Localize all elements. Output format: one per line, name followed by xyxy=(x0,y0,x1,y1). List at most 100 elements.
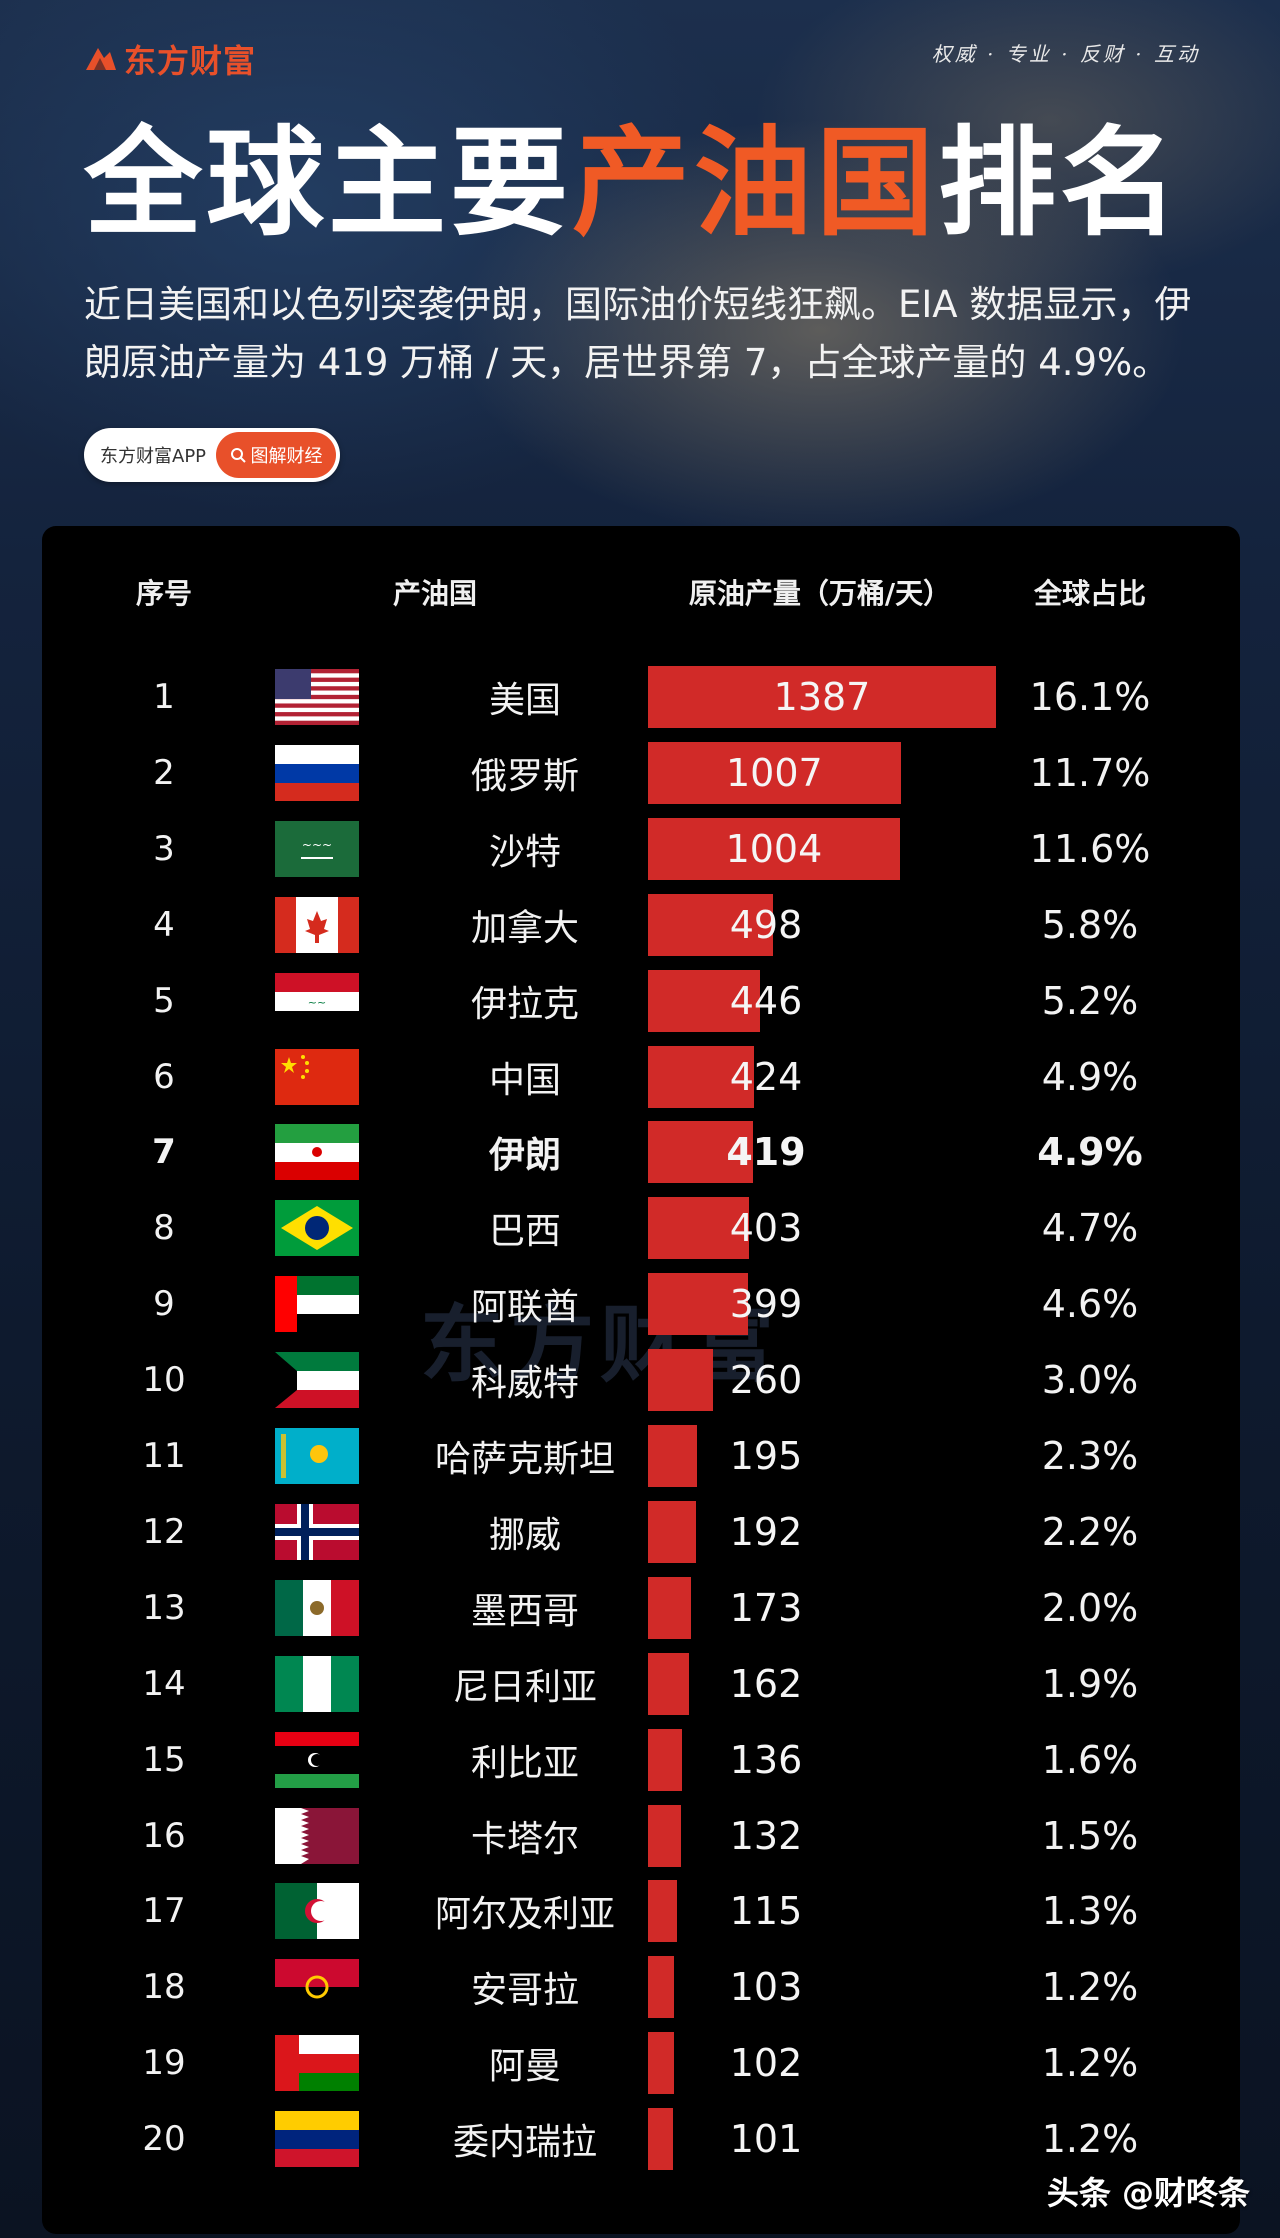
share-label: 1.2% xyxy=(1041,2117,1139,2162)
rank-label: 16 xyxy=(142,1815,186,1856)
russia-flag-icon xyxy=(275,744,359,801)
output-bar xyxy=(648,1804,682,1867)
page-title: 全球主要产油国排名 xyxy=(84,118,1182,248)
rank-label: 20 xyxy=(142,2119,186,2160)
pill-category-button[interactable]: 图解财经 xyxy=(216,432,336,478)
mexico-flag-icon xyxy=(275,1579,359,1636)
output-bar xyxy=(648,1121,754,1184)
page-subtitle: 近日美国和以色列突袭伊朗，国际油价短线狂飙。EIA 数据显示，伊朗原油产量为 4… xyxy=(84,283,1192,384)
country-label: 中国 xyxy=(488,1059,561,1101)
venezuela-flag-icon xyxy=(275,2111,359,2168)
angola-flag-icon xyxy=(275,1959,359,2016)
title-highlight: 产油国 xyxy=(572,114,939,252)
share-label: 11.7% xyxy=(1029,750,1151,795)
output-bar xyxy=(648,2108,674,2171)
output-value: 102 xyxy=(729,2041,803,2086)
country-label: 加拿大 xyxy=(470,907,579,949)
output-bar xyxy=(648,1880,677,1943)
output-bar xyxy=(648,969,760,1032)
output-bar xyxy=(648,1045,755,1108)
brazil-flag-icon xyxy=(275,1200,359,1257)
share-label: 4.6% xyxy=(1041,1282,1139,1327)
share-label: 1.5% xyxy=(1041,1813,1139,1858)
header-output: 原油产量（万桶/天） xyxy=(688,577,952,610)
country-label: 伊朗 xyxy=(488,1135,561,1177)
saudi-flag-icon: ~~~ xyxy=(275,820,359,877)
country-label: 美国 xyxy=(488,680,561,721)
canada-flag-icon xyxy=(275,896,359,953)
share-label: 16.1% xyxy=(1029,675,1151,719)
output-bar xyxy=(648,1956,674,2019)
libya-flag-icon xyxy=(275,1731,359,1788)
output-value: 1004 xyxy=(725,826,823,871)
share-label: 2.2% xyxy=(1041,1509,1139,1554)
output-value: 136 xyxy=(729,1737,803,1782)
output-bar xyxy=(648,1349,714,1412)
table-row: 19 阿曼 102 1.2% xyxy=(0,2028,1280,2098)
rank-label: 17 xyxy=(142,1891,186,1932)
output-value: 260 xyxy=(729,1358,803,1403)
country-label: 沙特 xyxy=(488,831,561,873)
output-value: 424 xyxy=(729,1054,803,1099)
share-label: 5.8% xyxy=(1041,902,1139,947)
share-label: 2.3% xyxy=(1041,1434,1139,1478)
country-label: 科威特 xyxy=(470,1363,579,1405)
ranking-panel xyxy=(42,526,1240,2234)
country-label: 尼日利亚 xyxy=(452,1666,597,1708)
rank-label: 14 xyxy=(142,1663,186,1704)
search-icon xyxy=(230,448,246,463)
output-bar xyxy=(648,893,773,956)
output-value: 101 xyxy=(729,2117,803,2162)
rank-label: 15 xyxy=(142,1739,186,1780)
output-value: 1007 xyxy=(725,750,823,795)
rank-label: 1 xyxy=(153,677,175,717)
country-label: 俄罗斯 xyxy=(470,755,579,797)
output-bar xyxy=(648,741,901,804)
output-value: 132 xyxy=(729,1813,803,1858)
iran-flag-icon xyxy=(275,1124,359,1181)
table-row: 12 挪威 192 2.2% xyxy=(0,1497,1280,1567)
table-row: 5 ~~ 伊拉克 446 5.2% xyxy=(0,966,1280,1036)
country-label: 墨西哥 xyxy=(470,1590,579,1632)
output-bar xyxy=(648,817,900,880)
output-value: 419 xyxy=(726,1130,806,1175)
header-share: 全球占比 xyxy=(1033,577,1146,610)
country-label: 哈萨克斯坦 xyxy=(434,1439,615,1480)
output-value: 162 xyxy=(729,1661,803,1706)
output-bar xyxy=(648,666,996,728)
table-row: 15 利比亚 136 1.6% xyxy=(0,1725,1280,1795)
output-bar xyxy=(648,1273,749,1336)
china-flag-icon xyxy=(275,1048,359,1105)
table-row: 16 卡塔尔 132 1.5% xyxy=(0,1801,1280,1871)
us-flag-icon xyxy=(275,669,359,725)
algeria-flag-icon xyxy=(275,1883,359,1940)
rank-label: 18 xyxy=(142,1967,186,2008)
share-label: 4.9% xyxy=(1037,1130,1143,1175)
rank-label: 7 xyxy=(152,1132,176,1173)
table-row: 11 哈萨克斯坦 195 2.3% xyxy=(0,1421,1280,1491)
country-label: 巴西 xyxy=(488,1211,561,1253)
brand-logo: 东方财富 xyxy=(84,36,256,82)
share-label: 1.6% xyxy=(1041,1737,1139,1782)
share-label: 3.0% xyxy=(1041,1358,1139,1403)
country-label: 阿曼 xyxy=(488,2046,561,2088)
table-row: 14 尼日利亚 162 1.9% xyxy=(0,1649,1280,1719)
table-row: 4 加拿大 498 5.8% xyxy=(0,890,1280,960)
rank-label: 5 xyxy=(153,980,175,1021)
country-label: 委内瑞拉 xyxy=(452,2122,597,2164)
output-value: 115 xyxy=(729,1889,803,1934)
title-part2: 排名 xyxy=(938,114,1183,252)
header-country: 产油国 xyxy=(392,577,477,610)
title-part1: 全球主要 xyxy=(84,114,573,252)
output-bar xyxy=(648,1425,697,1487)
iraq-flag-icon: ~~ xyxy=(275,972,359,1029)
output-value: 195 xyxy=(729,1434,803,1478)
rank-label: 11 xyxy=(142,1436,186,1476)
rank-label: 10 xyxy=(142,1360,186,1401)
share-label: 11.6% xyxy=(1029,826,1151,871)
table-row: 13 墨西哥 173 2.0% xyxy=(0,1573,1280,1643)
rank-label: 4 xyxy=(153,904,175,945)
app-tag-pill[interactable]: 东方财富APP 图解财经 xyxy=(84,428,340,482)
share-label: 4.9% xyxy=(1041,1054,1139,1099)
output-bar xyxy=(648,1197,750,1260)
